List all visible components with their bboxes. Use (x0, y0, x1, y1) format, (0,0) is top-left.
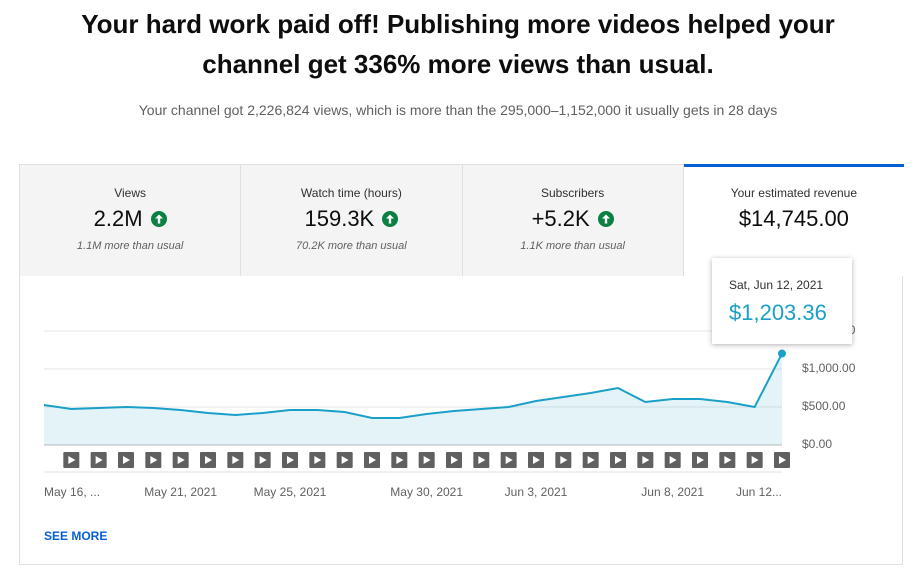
analytics-card: Views 2.2M 1.1M more than usual Watch time … (19, 164, 904, 565)
video-marker (555, 452, 572, 468)
tooltip-value: $1,203.36 (729, 300, 827, 325)
tab-value-text: +5.2K (531, 206, 590, 231)
video-marker-play (95, 456, 103, 464)
video-marker (145, 452, 162, 468)
video-marker (282, 452, 298, 468)
video-marker-play (642, 456, 650, 464)
tab-note: 70.2K more than usual (296, 240, 407, 252)
video-marker-play (177, 456, 185, 464)
tab-label: Your estimated revenue (730, 186, 858, 200)
video-marker-play (697, 456, 704, 464)
tab-label: Views (114, 186, 147, 200)
video-marker (473, 452, 490, 468)
video-marker (610, 452, 626, 468)
headline: Your hard work paid off! Publishing more… (81, 9, 835, 79)
video-marker-play (669, 456, 677, 464)
x-tick-label: May 21, 2021 (144, 485, 217, 499)
video-marker (446, 452, 462, 468)
tab-label: Watch time (hours) (300, 186, 402, 200)
video-marker-play (560, 456, 568, 464)
video-marker-play (505, 456, 513, 464)
video-marker (746, 452, 763, 468)
tab-note: 1.1M more than usual (76, 240, 184, 252)
video-marker-play (123, 456, 130, 464)
x-tick-label: Jun 3, 2021 (505, 485, 568, 499)
tab-label: Subscribers (540, 186, 605, 200)
up-arrow-icon (597, 211, 614, 227)
tab-value-text: 159.3K (304, 206, 375, 231)
video-marker-play (533, 456, 540, 464)
video-marker (254, 452, 271, 468)
y-tick-label: $0.00 (802, 437, 832, 451)
video-marker (637, 452, 654, 468)
video-marker (63, 452, 80, 468)
x-tick-label: Jun 8, 2021 (641, 485, 704, 499)
tab-value: $14,745.00 (684, 206, 904, 232)
up-arrow-icon (150, 211, 167, 227)
video-marker-play (478, 456, 486, 464)
video-marker-play (68, 456, 76, 464)
video-marker (719, 452, 736, 468)
video-marker (582, 452, 599, 468)
video-marker-play (287, 456, 294, 464)
metric-tab[interactable]: Your estimated revenue $14,745.00 (683, 164, 904, 276)
video-marker (200, 452, 216, 468)
y-tick-label: $500.00 (802, 399, 846, 413)
video-marker-play (751, 456, 759, 464)
metric-tab[interactable]: Watch time (hours) 159.3K 70.2K more than … (241, 165, 463, 276)
tab-value-text: $14,745.00 (738, 206, 849, 231)
subtitle: Your channel got 2,226,824 views, which … (138, 102, 778, 118)
video-marker (418, 452, 435, 468)
video-marker-play (314, 456, 322, 464)
video-marker-play (587, 456, 595, 464)
video-marker-play (451, 456, 458, 464)
tab-value: +5.2K (463, 206, 683, 232)
video-marker-play (423, 456, 431, 464)
video-marker (309, 452, 326, 468)
video-marker (90, 452, 107, 468)
video-marker-play (369, 456, 376, 464)
up-arrow-icon (382, 211, 399, 227)
metric-tab[interactable]: Views 2.2M 1.1M more than usual (20, 165, 242, 276)
x-tick-label: May 30, 2021 (390, 485, 463, 499)
video-marker (227, 452, 244, 468)
tooltip: Sat, Jun 12, 2021 $1,203.36 (712, 258, 852, 344)
video-marker (528, 452, 544, 468)
video-marker-play (615, 456, 622, 464)
area (44, 353, 782, 445)
metric-tab[interactable]: Subscribers +5.2K 1.1K more than usual (462, 165, 684, 276)
video-marker (336, 452, 353, 468)
see-more-link[interactable]: SEE MORE (44, 529, 108, 543)
video-marker-play (232, 456, 240, 464)
tab-value: 159.3K (241, 206, 461, 232)
video-marker-play (724, 456, 732, 464)
video-marker (391, 452, 408, 468)
video-marker-play (205, 456, 212, 464)
video-marker-play (396, 456, 404, 464)
video-marker-play (150, 456, 158, 464)
video-marker (500, 452, 517, 468)
video-marker (118, 452, 134, 468)
video-marker (664, 452, 681, 468)
line (43, 353, 783, 420)
video-marker-play (341, 456, 349, 464)
x-tick-label: May 16, ... (44, 485, 100, 499)
video-marker (364, 452, 380, 468)
y-tick-label: $1,000.00 (802, 361, 856, 375)
tab-value: 2.2M (20, 206, 240, 232)
metric-tabs: Views 2.2M 1.1M more than usual Watch time … (20, 164, 904, 276)
tab-note: 1.1K more than usual (520, 240, 625, 252)
video-marker-play (259, 456, 267, 464)
x-tick-label: Jun 12... (736, 485, 782, 499)
x-tick-label: May 25, 2021 (254, 485, 327, 499)
video-marker-play (779, 456, 786, 464)
video-marker (692, 452, 708, 468)
tooltip-date: Sat, Jun 12, 2021 (729, 278, 824, 292)
tab-value-text: 2.2M (93, 206, 143, 231)
highlight-point (778, 349, 786, 358)
video-marker (172, 452, 189, 468)
video-marker (774, 452, 790, 468)
